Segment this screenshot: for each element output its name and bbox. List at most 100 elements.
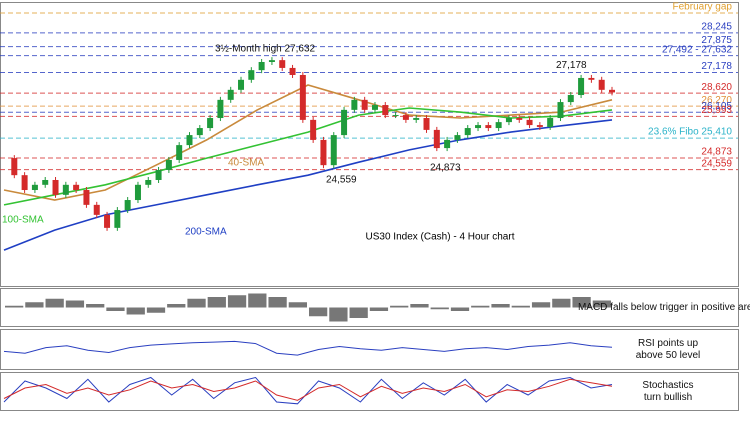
macd-bar xyxy=(65,300,85,308)
macd-bar xyxy=(45,298,64,308)
level-label: 28,620 xyxy=(701,82,732,93)
candle xyxy=(516,118,523,120)
candle xyxy=(505,118,512,123)
macd-bar xyxy=(146,307,166,313)
indicator-note: Stochastics xyxy=(642,380,693,391)
annotation: 24,559 xyxy=(326,174,357,185)
sma-label: 40-SMA xyxy=(228,158,264,169)
candle xyxy=(423,118,430,130)
macd-bar xyxy=(349,307,368,318)
macd-bar xyxy=(227,295,247,308)
candle xyxy=(279,60,286,68)
candle xyxy=(330,135,337,166)
macd-bar xyxy=(167,304,186,308)
candle xyxy=(341,109,348,136)
candle xyxy=(598,79,605,90)
level-label: 23.6% Fibo 25,410 xyxy=(648,127,732,138)
candle xyxy=(454,135,461,140)
macd-bar xyxy=(268,297,287,308)
candle xyxy=(42,179,49,185)
oscillator-line xyxy=(3,376,613,405)
macd-bar xyxy=(450,307,470,311)
candle xyxy=(258,61,265,71)
sma-label: 200-SMA xyxy=(185,227,227,238)
candle xyxy=(31,184,38,191)
main-panel xyxy=(0,2,739,287)
candle xyxy=(248,70,255,80)
candle xyxy=(124,200,131,211)
annotation: 27,178 xyxy=(556,60,587,71)
oscillator-line xyxy=(3,378,613,401)
candle xyxy=(186,135,193,146)
candle xyxy=(93,204,100,215)
candle xyxy=(114,210,121,228)
annotation: 3½-Month high 27,632 xyxy=(215,43,316,54)
candle xyxy=(567,95,574,103)
level-label: 24,559 xyxy=(701,158,732,169)
candle xyxy=(299,74,306,120)
candle xyxy=(578,77,585,96)
candle xyxy=(392,115,399,117)
candle xyxy=(11,158,18,176)
candle xyxy=(155,169,162,180)
sma-line xyxy=(3,107,613,206)
candle xyxy=(485,125,492,129)
level-label: 27,492 - 27,632 xyxy=(662,44,732,55)
candle xyxy=(547,118,554,127)
candle xyxy=(145,179,152,185)
candle xyxy=(176,145,183,160)
candle xyxy=(320,139,327,166)
indicator-note: above 50 level xyxy=(636,350,701,361)
candle xyxy=(402,115,409,120)
candle xyxy=(413,118,420,120)
candle xyxy=(464,128,471,136)
candle xyxy=(382,105,389,116)
chart-title: US30 Index (Cash) - 4 Hour chart xyxy=(366,232,515,243)
macd-bar xyxy=(471,305,490,308)
macd-bar xyxy=(410,304,429,308)
macd-bar xyxy=(187,298,206,308)
macd-bar xyxy=(248,293,267,308)
candle xyxy=(52,179,59,195)
macd-bar xyxy=(572,297,591,308)
macd-bar xyxy=(126,307,145,315)
candle xyxy=(289,67,296,75)
macd-bar xyxy=(106,307,125,311)
candle xyxy=(83,190,90,205)
macd-bar xyxy=(5,305,24,308)
candle xyxy=(475,125,482,129)
sma-line xyxy=(3,84,613,201)
candle xyxy=(433,129,440,149)
candle xyxy=(217,99,224,119)
stoch-panel xyxy=(0,372,739,411)
oscillator-line xyxy=(3,340,613,356)
candle xyxy=(104,214,111,228)
level-label: 26,270 xyxy=(701,95,732,106)
macd-bar xyxy=(288,302,307,308)
macd-bar xyxy=(390,305,409,308)
level-label: February gap xyxy=(673,2,733,13)
candle xyxy=(588,77,595,80)
macd-bar xyxy=(329,307,348,322)
candle xyxy=(238,79,245,90)
level-label: 25,993 xyxy=(701,105,732,116)
candle xyxy=(361,99,368,110)
candle xyxy=(62,184,69,195)
candle xyxy=(526,119,533,126)
macd-bar xyxy=(511,305,530,308)
indicator-note: turn bullish xyxy=(644,392,692,403)
macd-bar xyxy=(552,298,571,308)
candle xyxy=(310,119,317,140)
level-label: 27,875 xyxy=(701,35,732,46)
candle xyxy=(73,184,80,191)
macd-bar xyxy=(25,302,44,308)
level-label: 28,245 xyxy=(701,22,732,33)
candle xyxy=(609,89,615,93)
candle xyxy=(207,118,214,129)
candle xyxy=(196,128,203,136)
candle xyxy=(134,184,141,201)
macd-bar xyxy=(207,297,226,308)
level-label: 26,105 xyxy=(701,101,732,112)
macd-bar xyxy=(592,300,611,308)
